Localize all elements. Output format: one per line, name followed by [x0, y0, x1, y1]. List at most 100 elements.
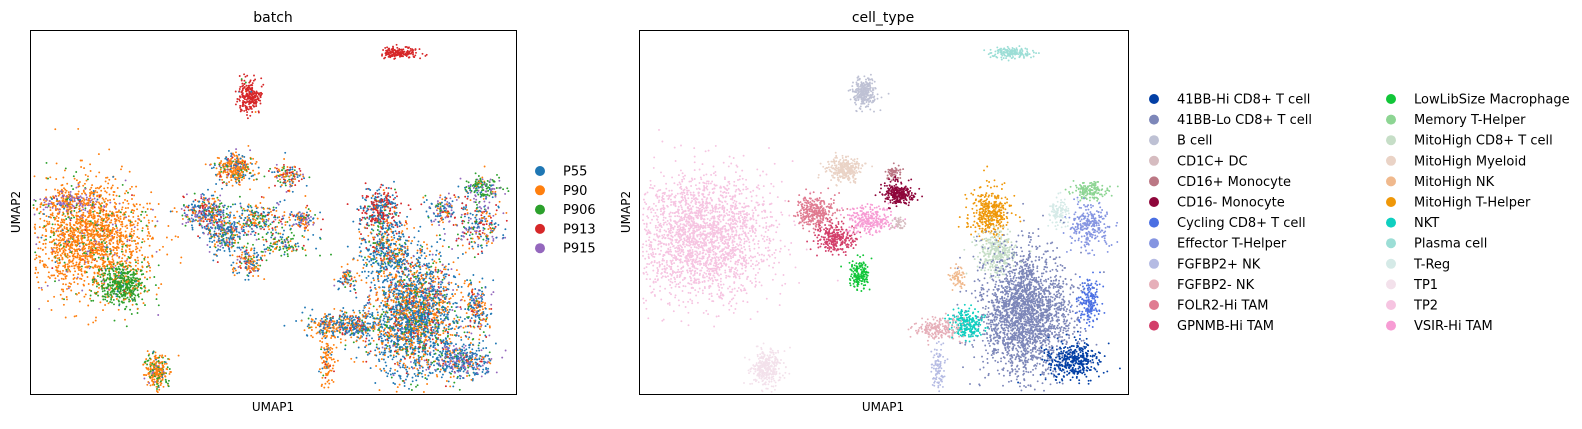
- umap-point: [139, 292, 142, 295]
- umap-point: [239, 85, 242, 88]
- umap-point: [207, 198, 210, 201]
- umap-point: [121, 264, 124, 267]
- umap-point: [248, 81, 251, 84]
- umap-point: [112, 248, 115, 251]
- umap-point: [207, 233, 209, 236]
- umap-point: [273, 216, 276, 219]
- umap-point: [99, 207, 102, 210]
- umap-point: [205, 208, 208, 211]
- umap-point: [77, 198, 80, 201]
- umap-point: [146, 256, 149, 259]
- umap-point: [415, 51, 417, 54]
- umap-point: [63, 207, 65, 210]
- umap-point: [69, 222, 71, 224]
- umap-point: [288, 178, 291, 181]
- umap-point: [218, 163, 221, 166]
- umap-point: [246, 260, 249, 263]
- umap-point: [220, 235, 223, 238]
- umap-point: [116, 268, 119, 271]
- umap-point: [234, 158, 236, 161]
- umap-point: [213, 245, 216, 248]
- umap-point: [124, 265, 127, 268]
- umap-point: [224, 162, 227, 165]
- umap-point: [66, 213, 69, 216]
- umap-point: [383, 57, 386, 60]
- umap-point: [252, 169, 255, 172]
- umap-point: [168, 372, 171, 375]
- umap-point: [109, 243, 112, 246]
- umap-point: [51, 259, 54, 262]
- umap-point: [106, 186, 109, 189]
- umap-point: [84, 215, 87, 218]
- umap-point: [82, 189, 85, 192]
- umap-point: [128, 170, 131, 173]
- umap-point: [119, 227, 122, 230]
- umap-point: [126, 200, 129, 202]
- umap-point: [171, 210, 174, 213]
- umap-point: [46, 266, 49, 269]
- umap-point: [89, 252, 92, 255]
- umap-point: [214, 214, 216, 217]
- umap-point: [72, 237, 75, 240]
- umap-point: [69, 205, 72, 208]
- umap-point: [114, 205, 116, 208]
- umap-point: [121, 245, 124, 248]
- umap-point: [116, 187, 119, 189]
- umap-point: [116, 242, 119, 245]
- umap-point: [388, 48, 390, 51]
- umap-point: [121, 223, 124, 226]
- umap-point: [253, 96, 256, 99]
- umap-point: [140, 220, 143, 223]
- umap-point: [97, 201, 100, 204]
- umap-point: [75, 263, 78, 266]
- umap-point: [88, 229, 91, 232]
- umap-point: [130, 313, 133, 315]
- umap-point: [253, 224, 256, 227]
- umap-point: [57, 200, 60, 203]
- umap-point: [155, 380, 158, 383]
- umap-point: [121, 257, 124, 260]
- umap-point: [257, 166, 260, 169]
- umap-point: [247, 265, 250, 267]
- umap-point: [64, 188, 67, 191]
- umap-point: [233, 224, 236, 227]
- umap-point: [301, 234, 304, 237]
- umap-point: [82, 244, 85, 247]
- umap-point: [383, 197, 386, 200]
- umap-point: [49, 213, 52, 216]
- umap-point: [128, 298, 131, 301]
- umap-point: [70, 246, 73, 249]
- umap-point: [55, 247, 58, 249]
- umap-point: [104, 237, 107, 240]
- umap-point: [193, 209, 196, 212]
- umap-point: [91, 251, 94, 254]
- umap-point: [61, 199, 64, 202]
- umap-point: [221, 244, 224, 247]
- umap-point: [61, 232, 64, 234]
- umap-point: [106, 276, 109, 279]
- umap-point: [151, 219, 154, 222]
- umap-point: [203, 212, 206, 215]
- umap-point: [87, 238, 90, 241]
- umap-point: [372, 201, 375, 204]
- umap-point: [396, 46, 399, 49]
- umap-point: [238, 195, 241, 198]
- umap-point: [240, 217, 243, 220]
- umap-point: [155, 390, 158, 392]
- umap-point: [226, 165, 229, 168]
- umap-point: [58, 242, 60, 245]
- umap-point: [405, 45, 408, 48]
- umap-point: [51, 206, 54, 209]
- umap-point: [63, 298, 65, 301]
- umap-point: [294, 178, 297, 181]
- umap-point: [74, 256, 77, 259]
- umap-point: [104, 298, 107, 301]
- umap-point: [133, 209, 135, 212]
- umap-point: [88, 245, 91, 248]
- umap-point: [130, 289, 133, 292]
- umap-point: [190, 224, 193, 227]
- umap-point: [45, 215, 48, 218]
- umap-point: [146, 208, 149, 210]
- umap-point: [249, 220, 252, 222]
- umap-point: [268, 186, 271, 189]
